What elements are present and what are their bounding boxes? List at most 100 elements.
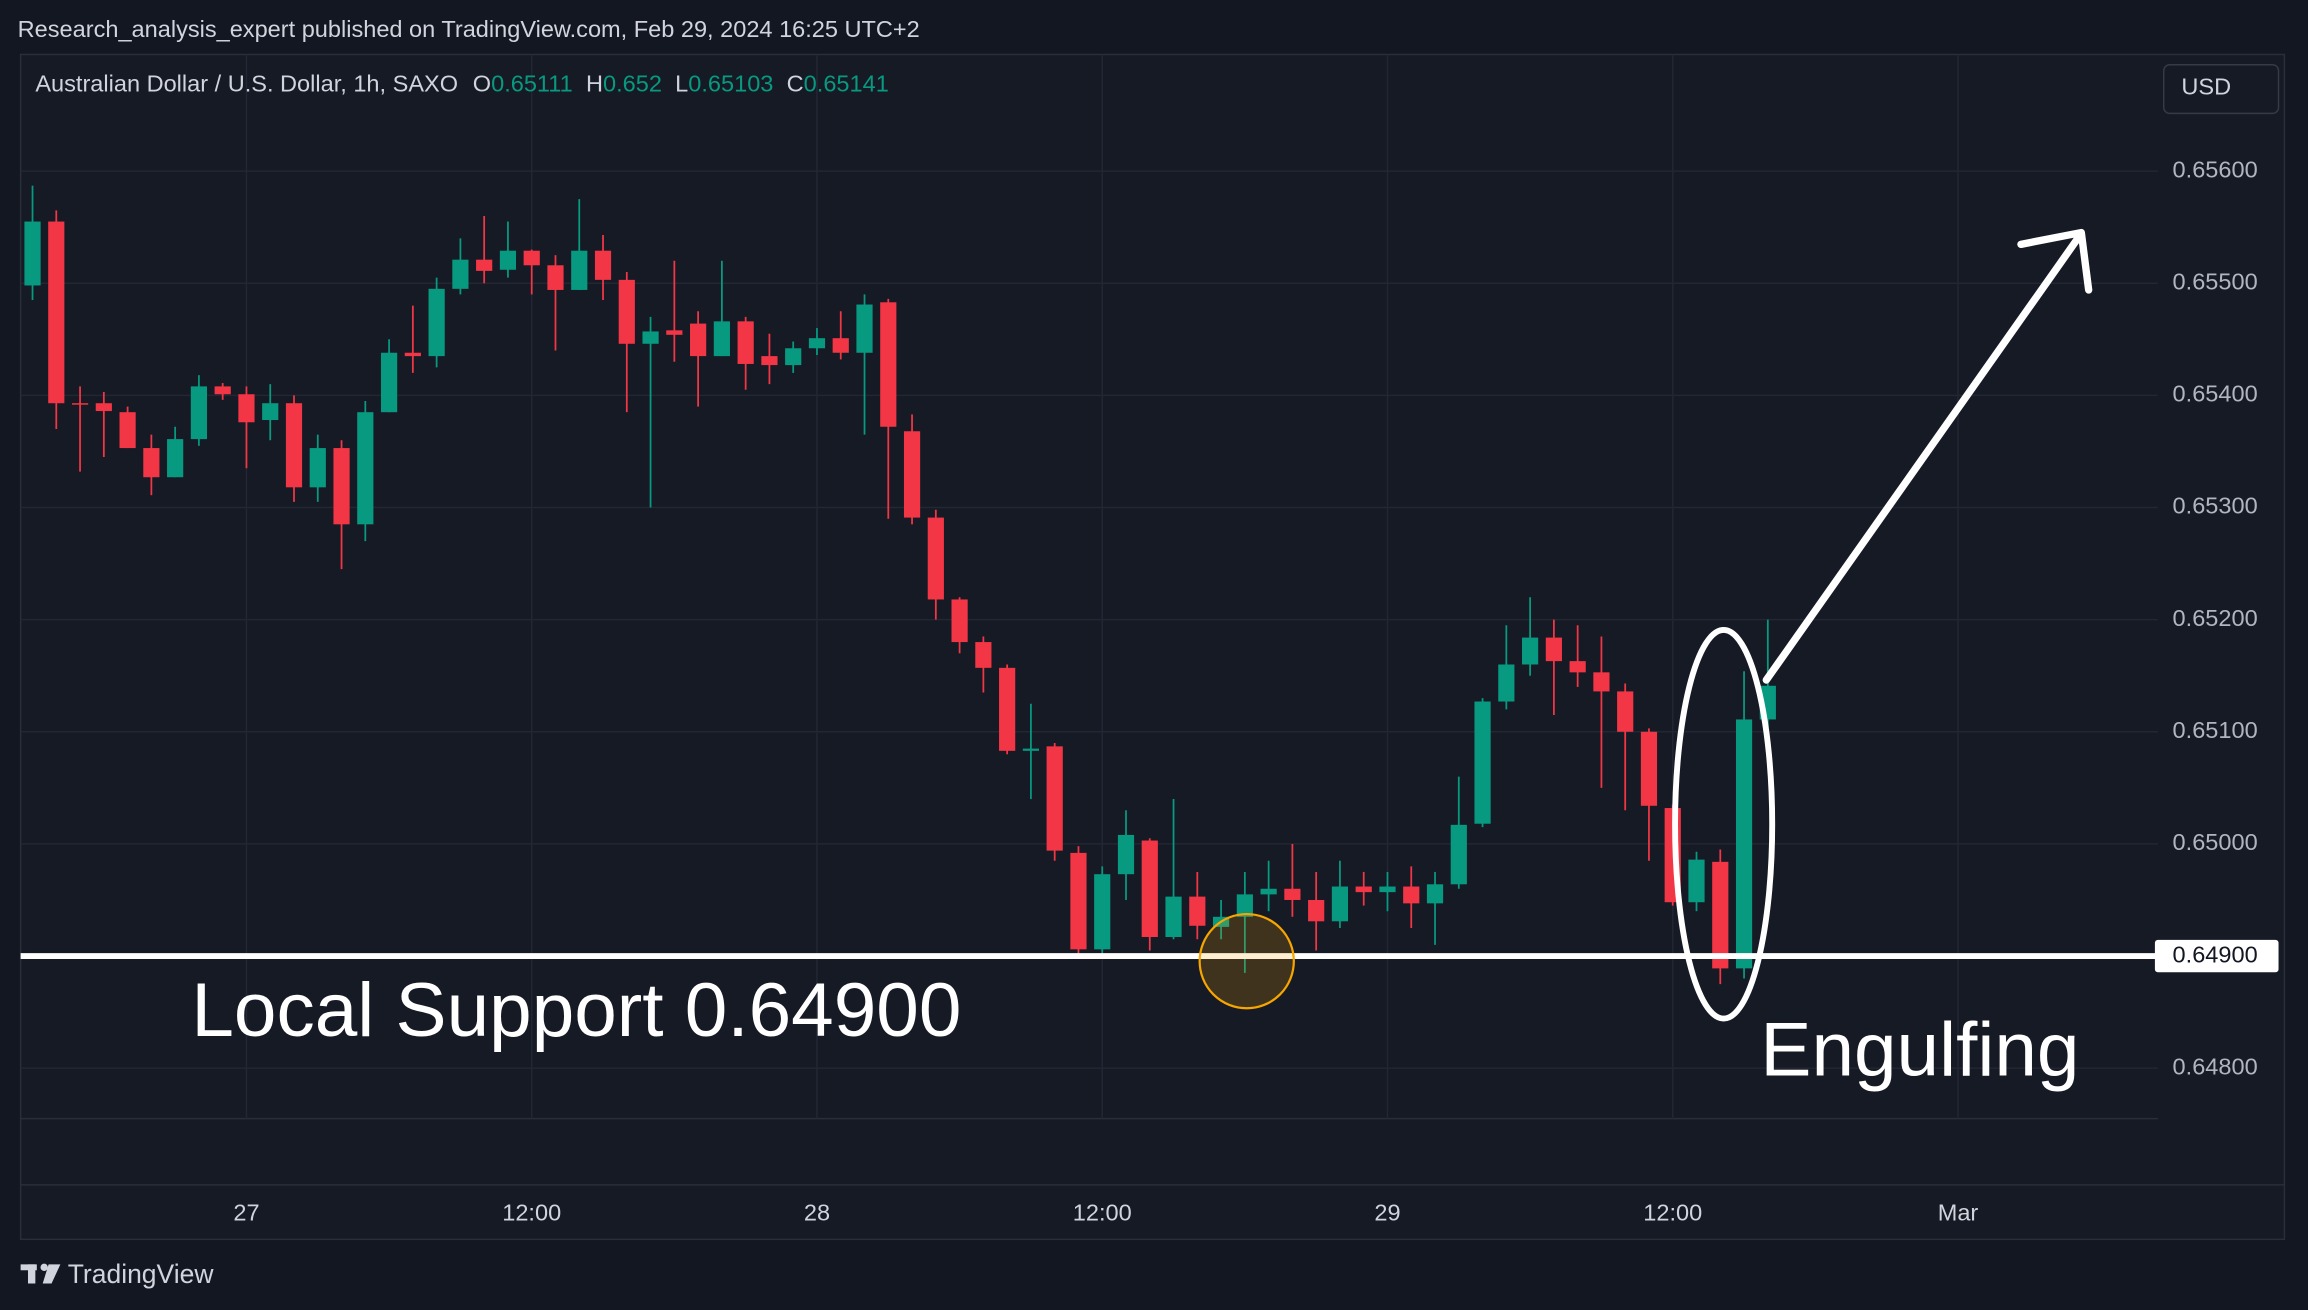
candle-body [1070,852,1087,950]
candle-body [262,403,279,421]
candle-body [737,321,754,364]
candle-body [1545,637,1562,662]
candle-body [1022,748,1040,751]
candle-body [499,250,517,270]
candle-body [1331,886,1349,922]
candle-body [903,431,921,518]
candle-body [1522,637,1539,665]
candle-body [1712,861,1729,969]
y-tick-label: 0.65200 [2173,605,2258,631]
candle-body [143,448,160,478]
candle-body [856,304,873,353]
candle-body [1474,701,1491,824]
y-tick-label: 0.65400 [2173,381,2258,407]
logo-part [42,1264,61,1284]
candle-body [1117,834,1135,875]
candle-body [95,403,112,412]
chart-panel [19,53,2286,1241]
candle-body [1094,874,1111,950]
x-tick-label: 29 [1374,1200,1400,1226]
candle-body [1141,840,1158,937]
candle-body [1379,886,1396,893]
candle-body [119,412,136,449]
candle-body [1260,888,1277,895]
candle-body [1498,664,1515,702]
legend-key: L [675,71,688,97]
x-tick-label: 28 [804,1200,830,1226]
legend-key: O [473,71,491,97]
candle-body [618,279,635,344]
y-tick-label: 0.65500 [2173,268,2258,294]
candle-body [1593,672,1610,692]
candle-body [1403,886,1420,904]
candle-body [1165,896,1182,937]
candle-body [1308,899,1325,922]
candle-body [428,288,445,357]
candle-body [71,403,89,405]
candle-body [1284,888,1301,900]
candle-body [808,338,826,349]
candle-body [951,599,968,643]
candle-body [285,403,303,488]
candle-body [1688,859,1705,903]
candles [24,185,1776,985]
candle-body [452,259,469,289]
candle-body [999,667,1016,751]
candle-body [713,321,730,357]
candle-body [1426,884,1444,904]
candle-body [1735,719,1753,969]
x-tick-label: 27 [233,1200,259,1226]
candle-body [690,323,707,357]
candle-body [24,221,41,286]
candle-body [1569,661,1586,673]
candle-body [1617,691,1634,732]
logo-part [40,1263,48,1271]
x-tick-label: 12:00 [502,1200,561,1226]
candle-body [761,356,778,366]
currency-label[interactable]: USD [2181,74,2231,100]
candle-body [380,352,398,413]
legend-key: H [586,71,603,97]
engulfing-ellipse [1672,627,1776,1022]
candle-body [571,250,588,290]
chart-legend: Australian Dollar / U.S. Dollar, 1h, SAX… [35,71,888,97]
currency-button[interactable] [2162,64,2280,115]
legend-value: 0.652 [603,71,662,97]
chart-title: Australian Dollar / U.S. Dollar, 1h, SAX… [35,71,458,97]
candle-body [476,259,493,271]
x-tick-label: 12:00 [1073,1200,1132,1226]
candle-body [523,250,540,266]
candle-body [309,448,326,488]
y-tick-label: 0.65300 [2173,493,2258,519]
candle-body [238,394,255,423]
candle-body [1236,894,1253,917]
candle-body [214,386,231,395]
candle-body [1355,886,1372,893]
legend-value: 0.65141 [804,71,889,97]
candle-body [880,302,897,427]
legend-value: 0.65111 [491,71,573,97]
candle-body [927,517,944,600]
footer-brand: TradingView [68,1259,215,1289]
price-tag-label: 0.64900 [2173,941,2258,967]
tradingview-logo [20,1263,61,1284]
candle-body [1046,746,1063,851]
candle-body [404,352,421,357]
legend-key: C [787,71,804,97]
candle-body [975,642,992,668]
candle-body [1450,824,1467,885]
candle-body [167,439,184,478]
candle-body [333,448,350,525]
candle-body [594,250,612,280]
y-tick-label: 0.65000 [2173,829,2258,855]
candle-body [357,412,374,525]
candle-body [1640,731,1658,806]
trend-arrow [1762,228,2093,684]
candle-body [547,265,564,290]
x-tick-label: 12:00 [1643,1200,1702,1226]
legend-value: 0.65103 [688,71,773,97]
candle-body [190,386,208,440]
logo-part [27,1264,36,1284]
candle-body [832,338,849,353]
